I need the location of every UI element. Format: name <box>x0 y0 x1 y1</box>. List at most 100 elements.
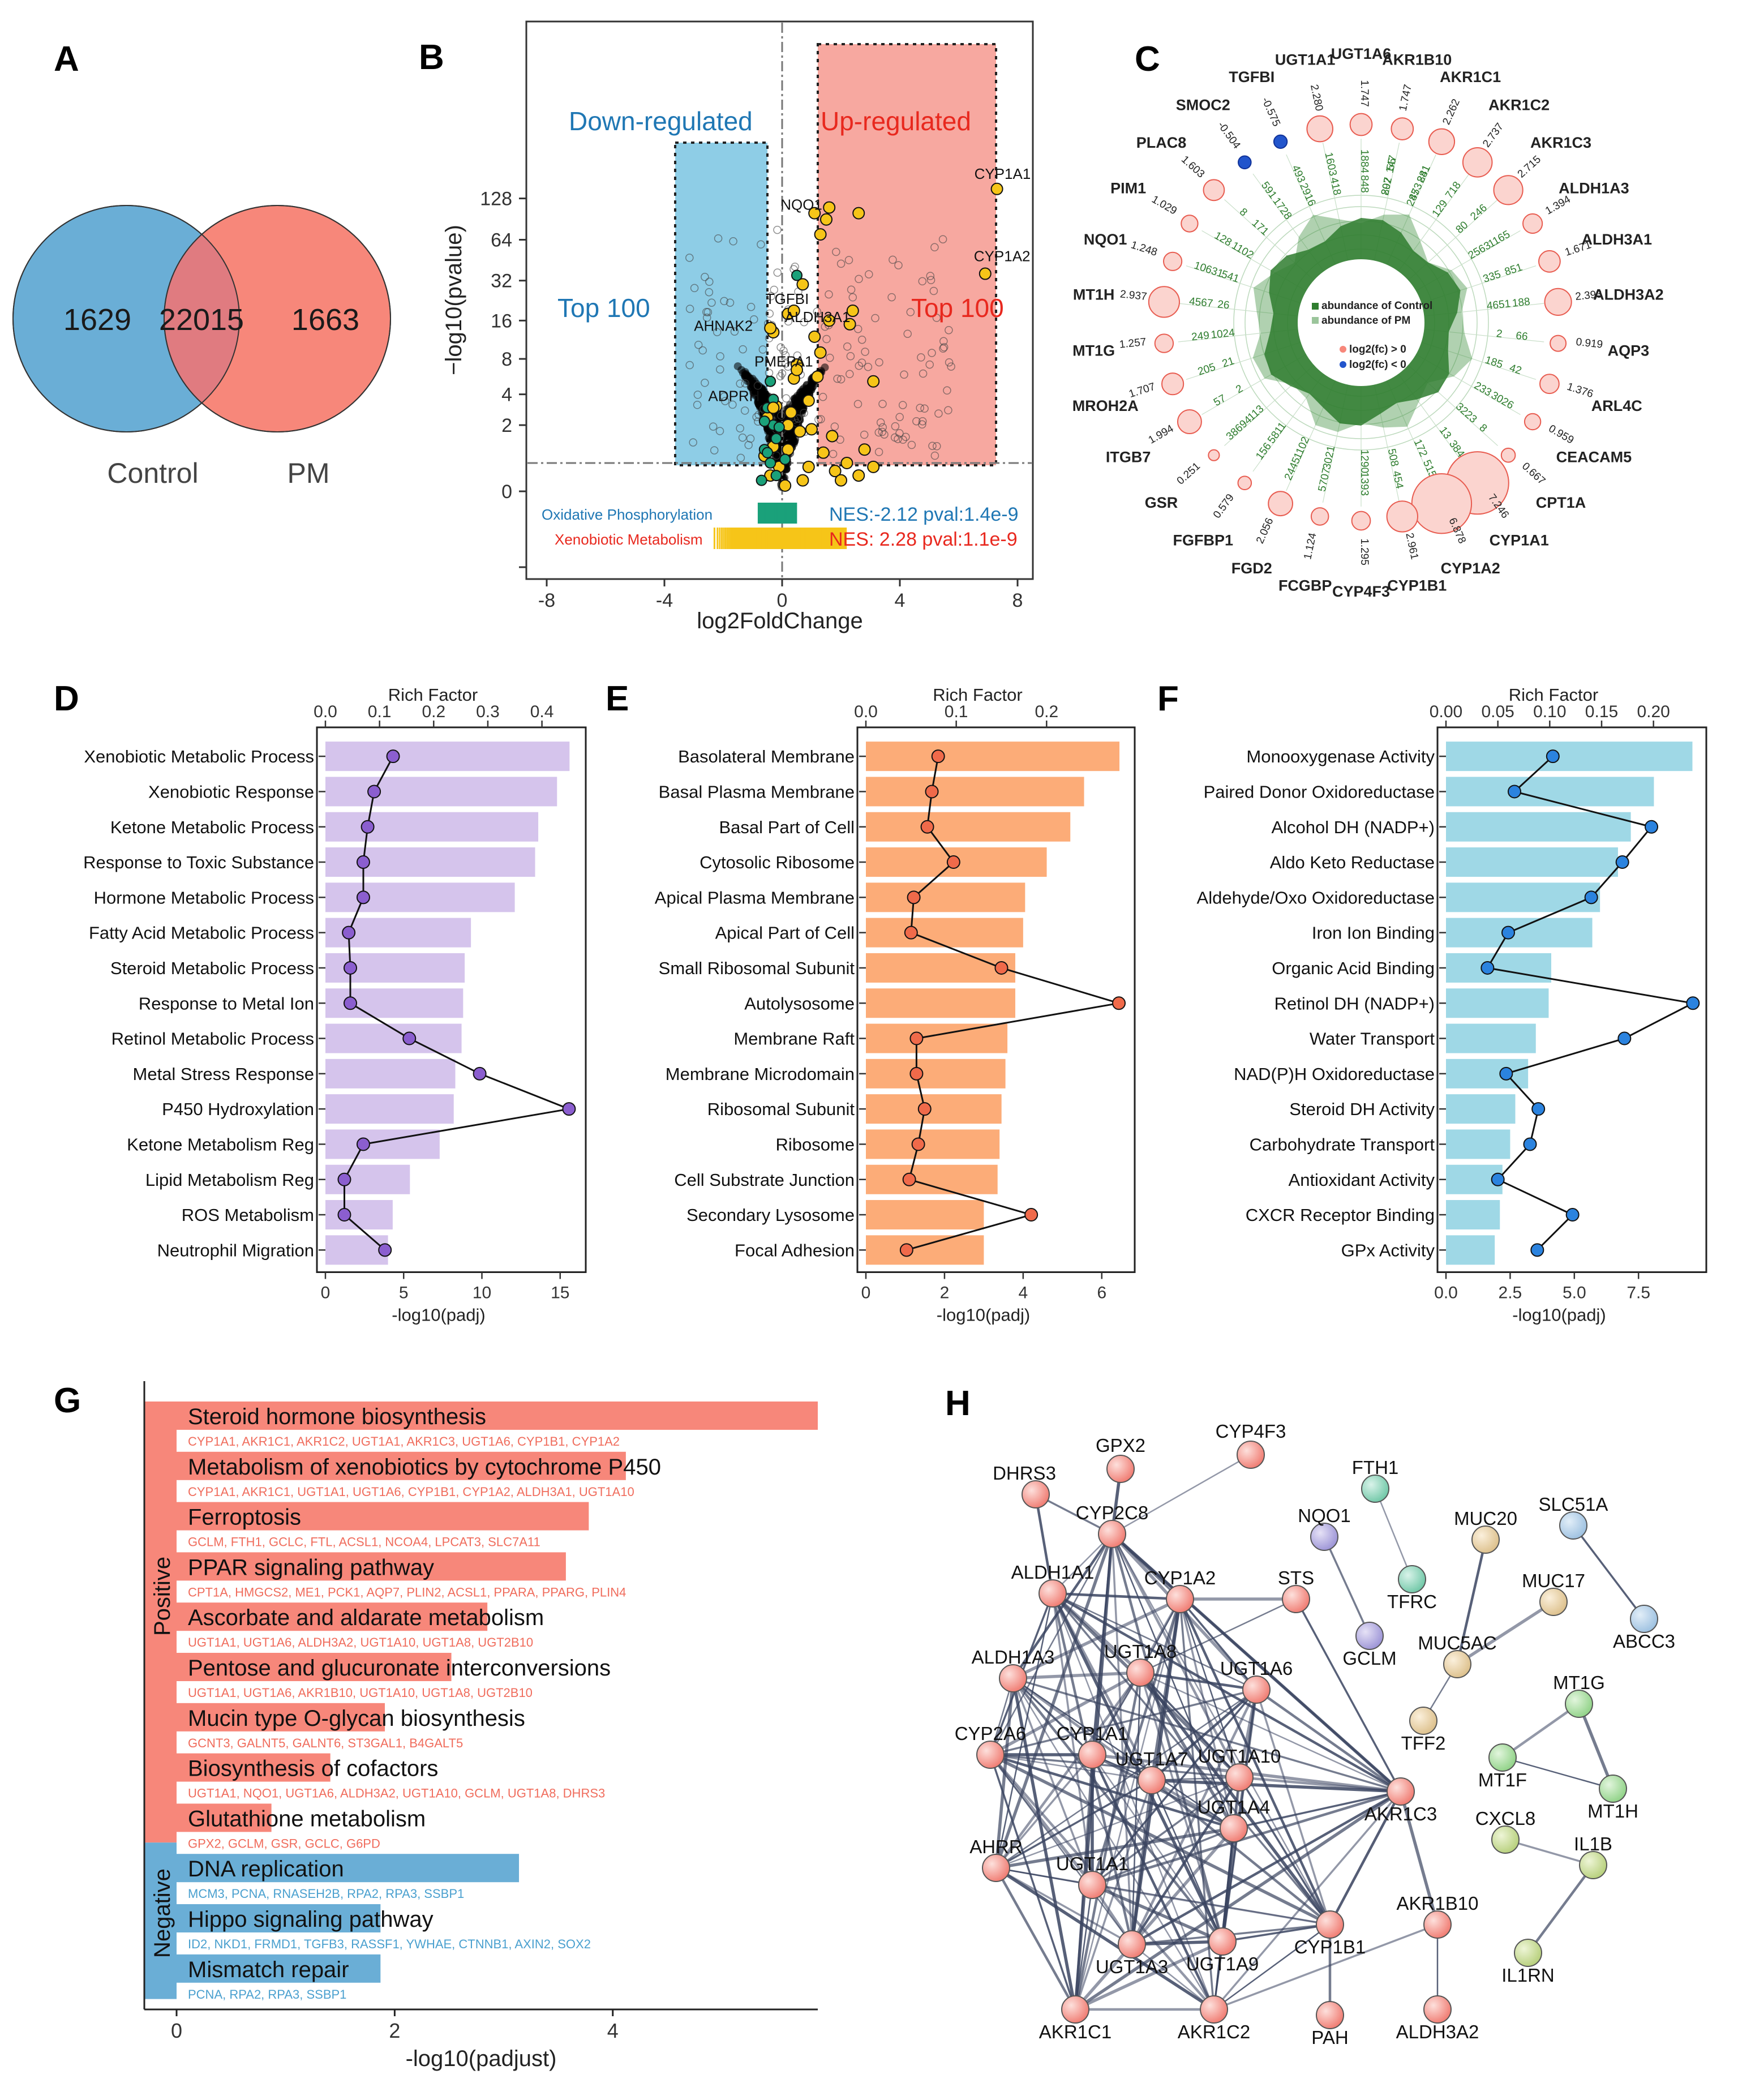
volcano-oxphos-gene-point <box>779 453 791 465</box>
rich-factor-point <box>344 961 357 975</box>
legend-up: log2(fc) > 0 <box>1349 344 1406 355</box>
enrichment-bar <box>325 1200 393 1230</box>
network-edge <box>1131 1944 1215 2010</box>
volcano-open-point <box>932 314 941 322</box>
radial-gene-nqo1: NQO1 <box>1084 231 1127 248</box>
volcano-ytick-label: 8 <box>501 349 512 370</box>
network-edge <box>1179 1598 1235 1829</box>
radial-inner-value: 335 <box>1482 268 1503 285</box>
volcano-open-point <box>715 427 724 435</box>
legend-down: log2(fc) < 0 <box>1349 359 1406 371</box>
radial-inner-value: 1728 <box>1271 195 1294 222</box>
radial-inner-value: 171 <box>1250 217 1271 238</box>
pathway-bar <box>177 1703 385 1732</box>
network-node <box>1166 1585 1194 1613</box>
radial-gene-aldh3a1: ALDH3A1 <box>1582 231 1653 248</box>
network-node <box>1409 1707 1437 1735</box>
rich-factor-point <box>931 749 945 764</box>
network-node <box>1443 1650 1471 1678</box>
radial-gene-akr1b10: AKR1B10 <box>1382 51 1452 68</box>
term-label: Basolateral Membrane <box>678 747 855 766</box>
network-edge <box>1577 1703 1615 1790</box>
radial-inner-value: 297 <box>1379 177 1394 196</box>
network-edge <box>1139 1672 1332 1926</box>
radial-inner-value: 3223 <box>1453 401 1479 426</box>
rich-tick-label: 0.20 <box>1637 702 1670 721</box>
volcano-core-point <box>757 397 765 405</box>
radial-fc-label: -0.504 <box>1215 119 1243 151</box>
volcano-open-point <box>709 422 718 431</box>
radial-bubble-akr1c2 <box>1462 147 1493 178</box>
legend-pm: abundance of PM <box>1321 315 1410 327</box>
network-node <box>1488 1743 1517 1772</box>
network-edge <box>1052 1592 1402 1793</box>
volcano-xeno-gene-point <box>852 469 865 482</box>
network-edge <box>1012 1677 1093 1756</box>
pathway-label: PPAR signaling pathway <box>188 1555 434 1580</box>
network-edge <box>995 1754 1093 1869</box>
enrichment-bar <box>1446 918 1593 948</box>
term-label: Focal Adhesion <box>735 1240 855 1260</box>
radial-bubble-akr1c3 <box>1493 175 1524 205</box>
radial-fc-label: 2.737 <box>1480 121 1506 150</box>
volcano-gene-label: CYP1A1 <box>975 165 1031 182</box>
rich-factor-point <box>562 1102 576 1116</box>
enrichment-bar <box>866 1200 984 1230</box>
volcano-open-point <box>738 433 747 442</box>
network-edge <box>1130 1780 1153 1945</box>
volcano-down-top100: Top 100 <box>557 293 650 323</box>
volcano-open-point <box>830 422 839 431</box>
panel-letter-d: D <box>54 679 79 718</box>
enrichment-bar <box>1446 1129 1510 1159</box>
rich-factor-title: Rich Factor <box>1509 685 1598 705</box>
volcano-open-point <box>685 361 694 370</box>
volcano-labeled-point <box>979 267 992 280</box>
radial-bubble-itgb7 <box>1177 409 1202 434</box>
network-node-label: MUC17 <box>1522 1570 1585 1591</box>
volcano-open-point <box>730 327 739 336</box>
volcano-open-point <box>698 346 707 355</box>
volcano-open-point <box>861 348 869 356</box>
volcano-xeno-gene-point <box>820 213 832 226</box>
network-node <box>1559 1511 1587 1540</box>
radial-gene-cyp4f3: CYP4F3 <box>1332 583 1390 600</box>
volcano-open-point <box>720 297 728 306</box>
radial-bubble-cyp1a2 <box>1411 473 1473 534</box>
network-node-label: CYP2C8 <box>1076 1502 1148 1523</box>
network-node-label: UGT1A8 <box>1104 1641 1177 1662</box>
radial-fc-label: 2.262 <box>1440 97 1462 127</box>
term-label: Steroid DH Activity <box>1289 1099 1435 1119</box>
radial-inner-value: 185 <box>1483 354 1504 371</box>
enrichment-bar <box>866 918 1023 948</box>
rich-factor-title: Rich Factor <box>388 685 478 705</box>
network-node <box>1355 1622 1384 1650</box>
venn-label-control: Control <box>107 457 198 489</box>
network-edge <box>989 1671 1141 1756</box>
volcano-xeno-gene-point <box>823 314 836 327</box>
volcano-open-point <box>848 293 857 302</box>
radial-bubble-cyp1b1 <box>1386 500 1419 533</box>
network-node <box>1138 1766 1166 1794</box>
rich-factor-point <box>1491 1172 1505 1186</box>
network-edge <box>1295 1598 1402 1792</box>
radial-inner-value: 80 <box>1454 219 1471 236</box>
term-label: Organic Acid Binding <box>1272 958 1435 978</box>
radial-fc-label: -0.575 <box>1259 96 1282 128</box>
radial-gene-tgfbi: TGFBI <box>1229 68 1274 85</box>
network-edge <box>1012 1671 1141 1680</box>
network-node <box>1361 1475 1389 1503</box>
pathway-bar <box>177 1803 272 1832</box>
pathway-genes: GCNT3, GALNT5, GALNT6, ST3GAL1, B4GALT5 <box>188 1736 463 1750</box>
radial-inner-value: 246 <box>1468 202 1490 223</box>
volcano-open-point <box>701 379 709 387</box>
network-edge <box>1092 1884 1331 1926</box>
volcano-gene-label: AHNAK2 <box>694 318 753 335</box>
network-edge <box>1091 1672 1141 1755</box>
radial-bubble-aldh3a2 <box>1544 288 1572 316</box>
volcano-open-point <box>736 453 745 462</box>
network-edge <box>995 1779 1152 1869</box>
radial-gene-mt1h: MT1H <box>1073 286 1115 303</box>
network-edge <box>1052 1593 1093 1885</box>
network-node <box>1316 1910 1344 1939</box>
network-edge <box>1213 1923 1438 2011</box>
